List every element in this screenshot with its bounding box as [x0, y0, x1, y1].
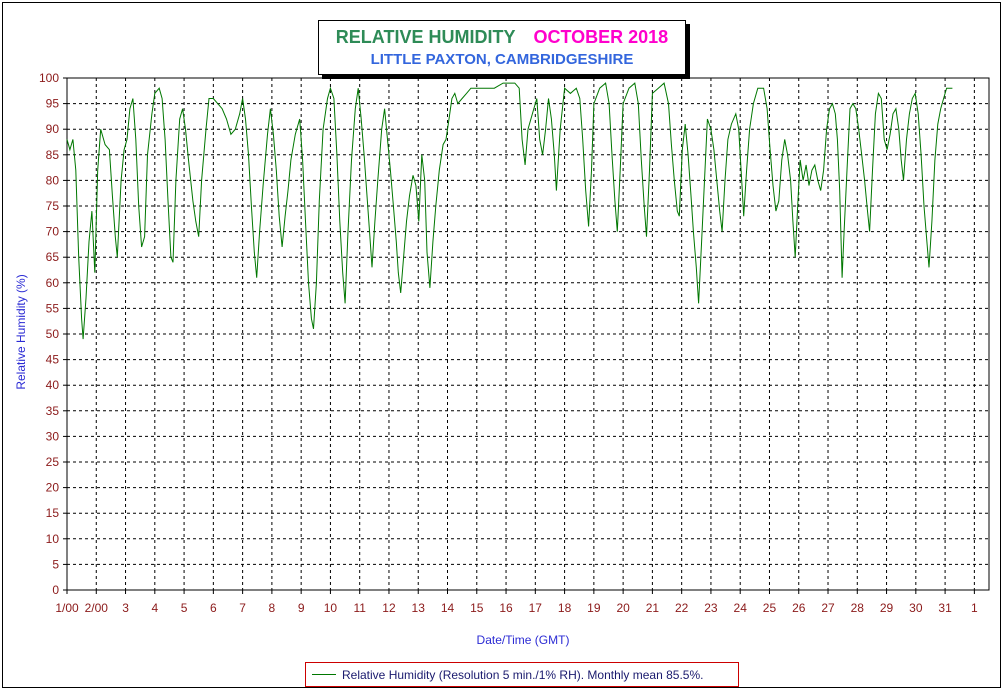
x-tick-label: 21 [646, 601, 660, 615]
x-axis-label: Date/Time (GMT) [477, 633, 570, 647]
x-tick-label: 16 [499, 601, 513, 615]
grid [67, 78, 989, 590]
x-tick-label: 8 [269, 601, 276, 615]
y-tick-label: 10 [46, 532, 60, 546]
plot-area [66, 77, 990, 591]
y-tick-label: 60 [46, 276, 60, 290]
x-tick-label: 26 [792, 601, 806, 615]
x-tick-label: 14 [441, 601, 455, 615]
y-tick-label: 65 [46, 250, 60, 264]
x-axis-ticks: 1/00 2/00 3 4 5 6 7 8 9 10 11 12 13 14 15 16 17 18 19 20 21 2… [55, 590, 978, 615]
y-tick-label: 95 [46, 97, 60, 111]
x-tick-label: 2/00 [85, 601, 109, 615]
legend: Relative Humidity (Resolution 5 min./1% … [305, 662, 739, 687]
x-tick-label: 23 [704, 601, 718, 615]
y-tick-label: 90 [46, 122, 60, 136]
title-line: RELATIVE HUMIDITY OCTOBER 2018 [319, 27, 685, 48]
x-tick-label: 30 [909, 601, 923, 615]
x-tick-label: 18 [558, 601, 572, 615]
x-tick-label: 1/00 [55, 601, 79, 615]
y-tick-label: 40 [46, 378, 60, 392]
x-tick-label: 10 [324, 601, 338, 615]
y-axis-ticks: 0 5 10 15 20 25 30 35 40 45 50 55 60 65 70 75 80 85 90 95 10… [39, 71, 67, 597]
chart-title-month: OCTOBER 2018 [533, 27, 669, 47]
legend-swatch [312, 674, 336, 675]
x-tick-label: 13 [412, 601, 426, 615]
x-tick-label: 11 [353, 601, 366, 615]
series-line-relative-humidity [66, 82, 953, 340]
y-tick-label: 5 [52, 557, 59, 571]
y-tick-label: 70 [46, 225, 60, 239]
chart-subtitle: LITTLE PAXTON, CAMBRIDGESHIRE [370, 51, 634, 68]
x-tick-label: 6 [210, 601, 217, 615]
y-tick-label: 80 [46, 173, 60, 187]
x-tick-label: 7 [239, 601, 246, 615]
y-tick-label: 25 [46, 455, 60, 469]
x-tick-label: 4 [151, 601, 158, 615]
title-box: RELATIVE HUMIDITY OCTOBER 2018 LITTLE PAX… [318, 20, 686, 75]
x-tick-label: 15 [470, 601, 484, 615]
x-tick-label: 1 [971, 601, 978, 615]
y-tick-label: 0 [52, 583, 59, 597]
x-tick-label: 3 [122, 601, 129, 615]
y-axis-label: Relative Humidity (%) [14, 274, 28, 389]
y-tick-label: 100 [39, 71, 59, 85]
x-tick-label: 24 [734, 601, 748, 615]
x-tick-label: 25 [763, 601, 777, 615]
y-tick-label: 50 [46, 327, 60, 341]
y-tick-label: 55 [46, 301, 60, 315]
x-tick-label: 31 [938, 601, 952, 615]
x-tick-label: 9 [298, 601, 305, 615]
x-tick-label: 17 [529, 601, 543, 615]
legend-label: Relative Humidity (Resolution 5 min./1% … [342, 667, 704, 682]
y-tick-label: 20 [46, 481, 60, 495]
y-tick-label: 15 [46, 506, 60, 520]
chart-title: RELATIVE HUMIDITY [335, 27, 516, 47]
x-tick-label: 12 [382, 601, 396, 615]
x-tick-label: 29 [880, 601, 894, 615]
x-tick-label: 20 [616, 601, 630, 615]
x-tick-label: 19 [587, 601, 601, 615]
x-tick-label: 28 [851, 601, 865, 615]
x-tick-label: 5 [181, 601, 188, 615]
x-tick-label: 27 [821, 601, 835, 615]
y-tick-label: 75 [46, 199, 60, 213]
y-tick-label: 85 [46, 148, 60, 162]
y-tick-label: 35 [46, 404, 60, 418]
x-tick-label: 22 [675, 601, 689, 615]
y-tick-label: 30 [46, 429, 60, 443]
y-tick-label: 45 [46, 353, 60, 367]
